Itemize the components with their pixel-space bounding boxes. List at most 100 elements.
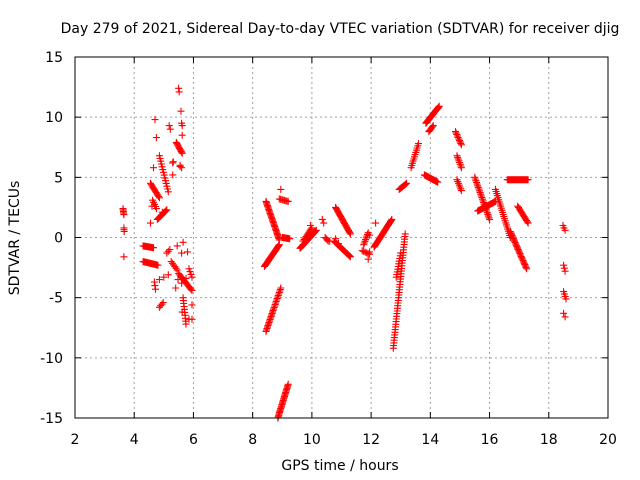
data-point	[120, 253, 128, 261]
data-point	[387, 217, 395, 224]
data-point	[187, 285, 195, 293]
data-point	[164, 271, 172, 279]
data-point	[155, 193, 163, 200]
data-point	[152, 134, 160, 142]
data-point	[188, 301, 196, 309]
data-points	[119, 84, 570, 422]
data-point	[150, 164, 157, 172]
data-point	[120, 228, 128, 235]
data-point	[169, 171, 177, 179]
data-point	[178, 308, 186, 316]
data-point	[173, 242, 181, 250]
data-point	[455, 157, 463, 165]
data-point	[166, 246, 174, 253]
data-point	[147, 219, 154, 227]
data-point	[397, 249, 405, 257]
data-point	[457, 139, 465, 147]
x-tick-label: 2	[71, 432, 80, 448]
data-point	[320, 219, 328, 227]
data-point	[454, 155, 462, 163]
data-point	[172, 264, 180, 272]
y-tick-label: 15	[45, 50, 63, 66]
data-point	[174, 276, 182, 284]
data-point	[163, 206, 171, 214]
data-point	[479, 197, 487, 205]
data-point	[164, 188, 172, 196]
data-point	[478, 195, 486, 203]
data-point	[484, 210, 492, 218]
data-point	[332, 235, 340, 243]
x-tick-label: 18	[540, 432, 558, 448]
data-point	[456, 138, 464, 146]
data-point	[361, 237, 369, 245]
data-point	[120, 211, 128, 219]
data-point	[457, 164, 465, 172]
data-point	[178, 149, 186, 157]
x-tick-label: 20	[599, 432, 617, 448]
y-tick-label: 10	[45, 110, 63, 126]
data-point	[306, 222, 314, 229]
data-point	[176, 163, 184, 170]
data-point	[452, 129, 460, 137]
x-tick-label: 14	[421, 432, 439, 448]
data-point	[473, 180, 481, 188]
data-point	[155, 276, 163, 284]
data-point	[177, 107, 185, 115]
data-point	[561, 313, 569, 321]
data-point	[188, 273, 196, 281]
x-tick-label: 12	[362, 432, 380, 448]
data-point	[435, 102, 443, 110]
data-point	[159, 299, 167, 306]
data-point	[453, 152, 461, 160]
y-tick-label: 0	[54, 231, 63, 247]
data-point	[360, 241, 368, 249]
data-point	[561, 226, 569, 234]
data-point	[165, 122, 173, 130]
data-point	[277, 185, 285, 193]
data-point	[366, 231, 374, 239]
data-point	[372, 219, 380, 227]
data-point	[415, 140, 422, 148]
data-point	[188, 315, 196, 323]
data-point	[402, 180, 410, 188]
data-point	[476, 189, 484, 196]
data-point	[178, 148, 185, 156]
data-point	[524, 176, 532, 184]
data-point	[346, 229, 354, 237]
data-point	[150, 244, 157, 252]
data-point	[524, 219, 532, 227]
axis-ticks	[74, 56, 609, 419]
data-point	[457, 162, 465, 170]
data-point	[477, 192, 485, 200]
data-point	[160, 273, 168, 281]
data-point	[152, 285, 159, 293]
data-point	[184, 248, 191, 256]
data-point	[473, 178, 480, 186]
data-point	[471, 175, 479, 183]
data-point	[179, 238, 187, 246]
data-point	[274, 292, 282, 299]
data-point	[188, 286, 196, 294]
x-tick-label: 16	[481, 432, 499, 448]
data-point	[182, 320, 190, 328]
data-point	[286, 235, 294, 243]
x-axis-label: GPS time / hours	[281, 458, 398, 474]
data-point	[277, 284, 285, 292]
data-point	[346, 230, 354, 238]
data-point	[403, 179, 411, 187]
data-point	[522, 263, 530, 271]
data-point	[454, 153, 462, 161]
data-point	[151, 116, 159, 124]
data-point	[358, 247, 366, 255]
data-point	[345, 251, 353, 259]
data-point	[363, 249, 371, 257]
data-point	[169, 159, 177, 167]
data-point	[456, 160, 464, 168]
y-axis-label: SDTVAR / TECUs	[7, 181, 23, 296]
data-point	[562, 295, 570, 303]
x-tick-label: 8	[248, 432, 257, 448]
data-point	[173, 266, 181, 274]
data-point	[453, 131, 461, 138]
data-point	[401, 230, 409, 238]
